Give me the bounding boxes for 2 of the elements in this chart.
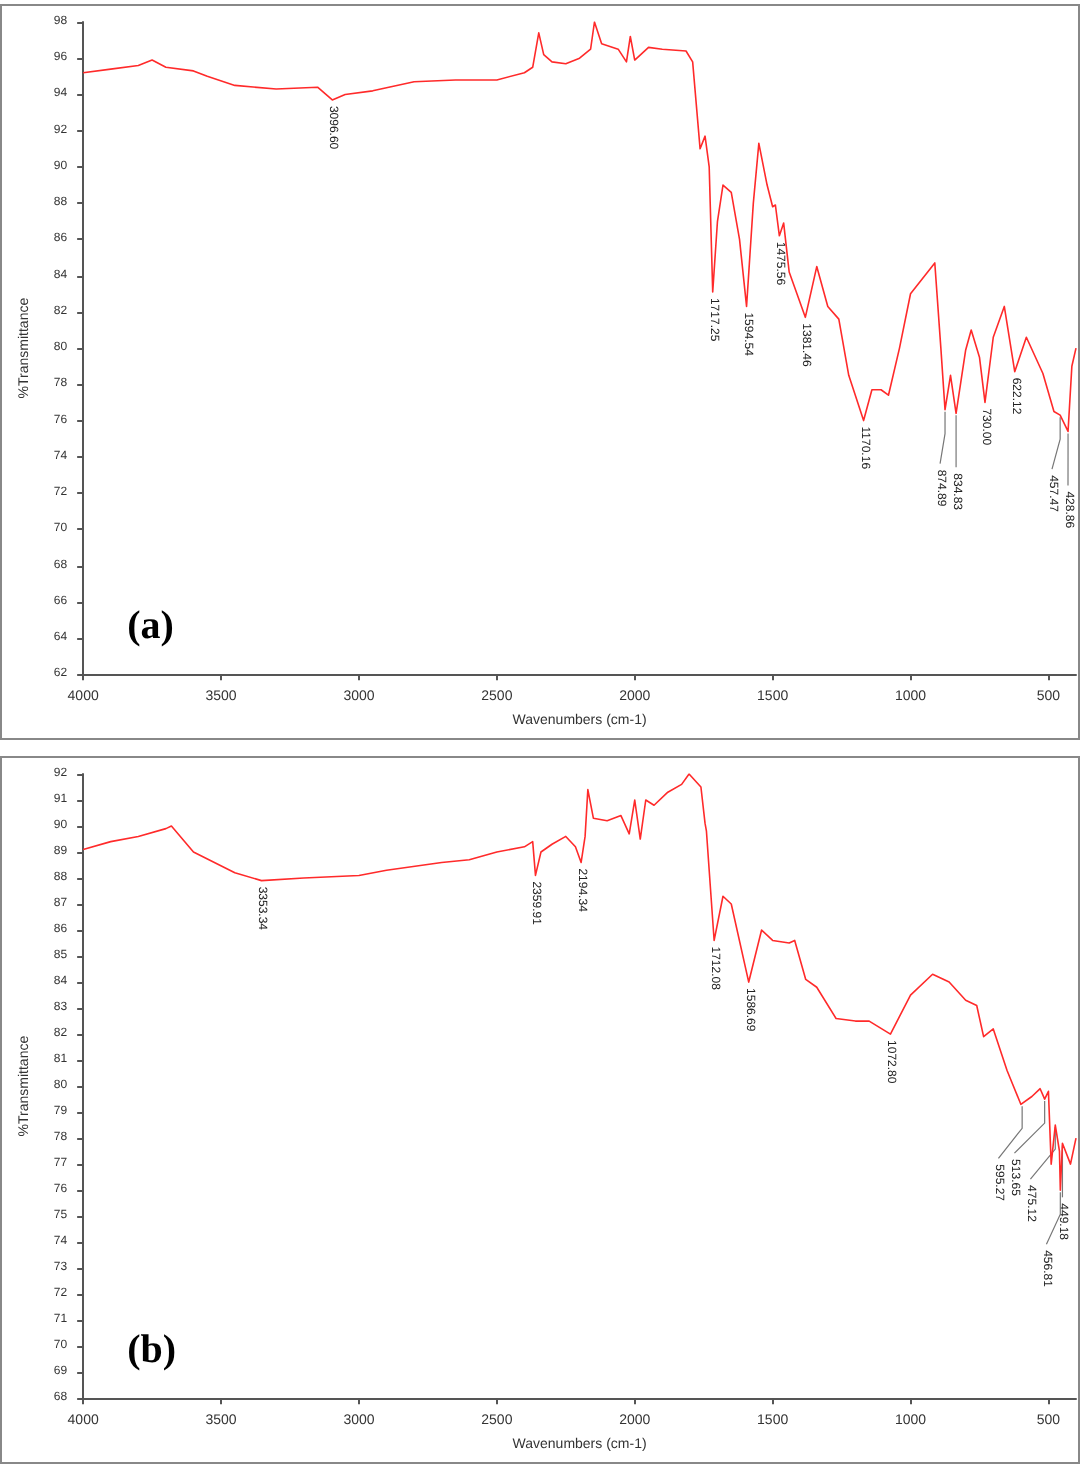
text: (a)	[127, 604, 174, 649]
text: (b)	[127, 1328, 177, 1373]
